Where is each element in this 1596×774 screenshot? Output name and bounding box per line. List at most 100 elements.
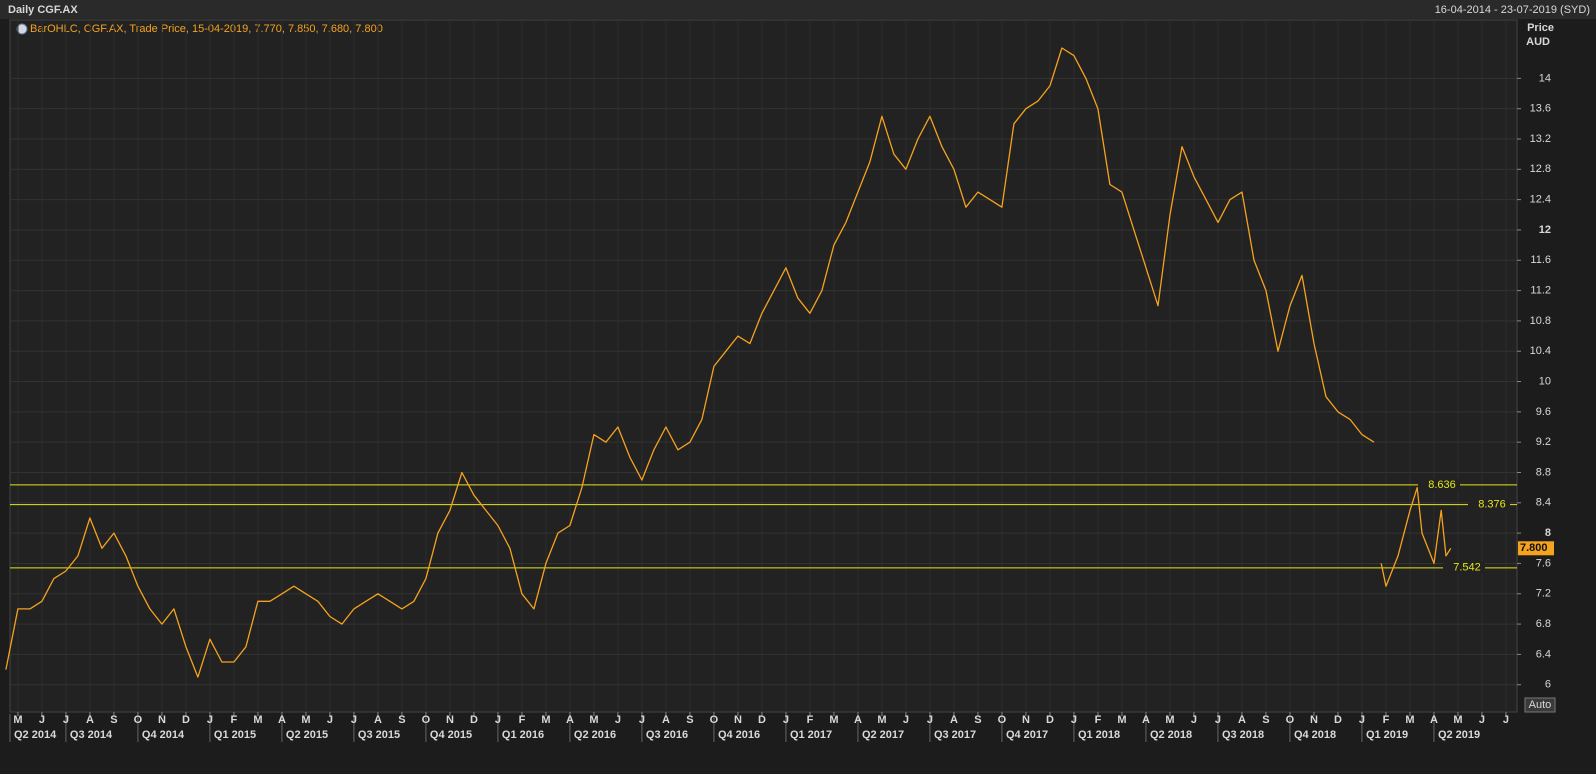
x-tick-label: A xyxy=(1430,714,1438,726)
x-tick-label: N xyxy=(1022,714,1030,726)
x-tick-label: D xyxy=(470,714,478,726)
x-tick-label: A xyxy=(374,714,382,726)
x-tick-label: J xyxy=(1503,714,1509,726)
level-label-bg xyxy=(1418,478,1460,491)
x-tick-label: M xyxy=(829,714,838,726)
x-tick-label: M xyxy=(253,714,262,726)
x-tick-label: J xyxy=(1071,714,1077,726)
last-price-box xyxy=(1518,541,1554,556)
quarter-label: Q4 2016 xyxy=(718,729,760,741)
y-tick-label: 9.2 xyxy=(1536,436,1551,448)
labels: 6 6.4 6.8 7.2 7.6 8 8.4 8.8 9.2 9.6 10 10.4 10.8 11.2… xyxy=(13,72,1554,741)
y-tick-label: 8.8 xyxy=(1536,466,1551,478)
y-tick-label: 12.8 xyxy=(1530,163,1551,175)
y-tick-label: 11.6 xyxy=(1530,254,1551,266)
auto-button[interactable] xyxy=(1524,697,1556,713)
x-tick-label: D xyxy=(1334,714,1342,726)
x-tick-label: F xyxy=(231,714,238,726)
quarter-label: Q2 2019 xyxy=(1438,729,1480,741)
legend-icon[interactable] xyxy=(16,23,28,35)
x-tick-label: J xyxy=(1215,714,1221,726)
quarter-label: Q3 2014 xyxy=(70,729,113,741)
quarter-label: Q4 2014 xyxy=(142,729,185,741)
quarter-label: Q1 2018 xyxy=(1078,729,1120,741)
level-label-bg xyxy=(1468,498,1510,511)
y-tick-label: 7.6 xyxy=(1536,557,1551,569)
x-tick-label: F xyxy=(519,714,526,726)
quarter-label: Q4 2015 xyxy=(430,729,472,741)
x-tick-label: J xyxy=(927,714,933,726)
x-tick-label: J xyxy=(1479,714,1485,726)
x-tick-label: F xyxy=(1383,714,1390,726)
y-tick-label: 12 xyxy=(1539,224,1551,236)
y-tick-label: 13.2 xyxy=(1530,133,1551,145)
x-tick-label: J xyxy=(1359,714,1365,726)
y-tick-label: 10.4 xyxy=(1530,345,1551,357)
x-tick-label: N xyxy=(446,714,454,726)
x-tick-label: A xyxy=(1142,714,1150,726)
x-tick-label: N xyxy=(734,714,742,726)
quarter-label: Q1 2015 xyxy=(214,729,256,741)
x-tick-label: J xyxy=(783,714,789,726)
y-tick-label: 8 xyxy=(1545,527,1551,539)
x-tick-label: J xyxy=(615,714,621,726)
x-tick-label: D xyxy=(1046,714,1054,726)
quarter-label: Q1 2019 xyxy=(1366,729,1408,741)
quarter-label: Q3 2015 xyxy=(358,729,400,741)
auto-button-label[interactable]: Auto xyxy=(1529,699,1552,711)
quarter-label: Q2 2018 xyxy=(1150,729,1192,741)
quarter-label: Q2 2014 xyxy=(14,729,57,741)
x-tick-label: N xyxy=(158,714,166,726)
quarter-label: Q3 2017 xyxy=(934,729,976,741)
x-tick-label: S xyxy=(110,714,117,726)
x-tick-label: J xyxy=(327,714,333,726)
x-tick-label: M xyxy=(877,714,886,726)
marks xyxy=(5,47,1517,678)
y-tick-label: 7.2 xyxy=(1536,588,1551,600)
y-tick-label: 9.6 xyxy=(1536,406,1551,418)
x-tick-label: A xyxy=(278,714,286,726)
x-tick-label: O xyxy=(134,714,143,726)
x-tick-label: S xyxy=(686,714,693,726)
x-tick-label: J xyxy=(495,714,501,726)
x-tick-label: A xyxy=(1238,714,1246,726)
quarter-label: Q1 2016 xyxy=(502,729,544,741)
x-tick-label: J xyxy=(39,714,45,726)
x-tick-label: A xyxy=(662,714,670,726)
y-tick-label: 6.4 xyxy=(1536,648,1551,660)
y-axis-unit: AUD xyxy=(1526,36,1550,48)
y-tick-label: 13.6 xyxy=(1530,103,1551,115)
x-tick-label: A xyxy=(950,714,958,726)
quarter-label: Q3 2018 xyxy=(1222,729,1264,741)
x-tick-label: S xyxy=(974,714,981,726)
legend-text: BarOHLC, CGF.AX, Trade Price, 15-04-2019… xyxy=(30,23,383,35)
y-tick-label: 11.2 xyxy=(1530,284,1551,296)
y-tick-label: 12.4 xyxy=(1530,194,1551,206)
grid xyxy=(9,20,1521,742)
x-tick-label: J xyxy=(1191,714,1197,726)
x-tick-label: J xyxy=(63,714,69,726)
y-axis-title: Price xyxy=(1527,22,1554,34)
x-tick-label: D xyxy=(182,714,190,726)
y-tick-label: 10.8 xyxy=(1530,315,1551,327)
quarter-label: Q4 2017 xyxy=(1006,729,1048,741)
x-tick-label: O xyxy=(998,714,1007,726)
last-price-label: 7.800 xyxy=(1520,542,1548,554)
x-tick-label: M xyxy=(13,714,22,726)
x-tick-label: J xyxy=(903,714,909,726)
quarter-label: Q2 2017 xyxy=(862,729,904,741)
level-label-bg xyxy=(1443,561,1485,574)
level-label: 7.542 xyxy=(1453,562,1481,574)
quarter-label: Q3 2016 xyxy=(646,729,688,741)
x-tick-label: O xyxy=(710,714,719,726)
date-range: 16-04-2014 - 23-07-2019 (SYD) xyxy=(1435,4,1590,16)
x-tick-label: A xyxy=(854,714,862,726)
price-line xyxy=(5,47,1452,678)
y-tick-label: 14 xyxy=(1539,72,1551,84)
x-tick-label: A xyxy=(86,714,94,726)
x-tick-label: A xyxy=(566,714,574,726)
x-tick-label: O xyxy=(422,714,431,726)
y-tick-label: 6.8 xyxy=(1536,618,1551,630)
header-bar xyxy=(0,0,1596,19)
